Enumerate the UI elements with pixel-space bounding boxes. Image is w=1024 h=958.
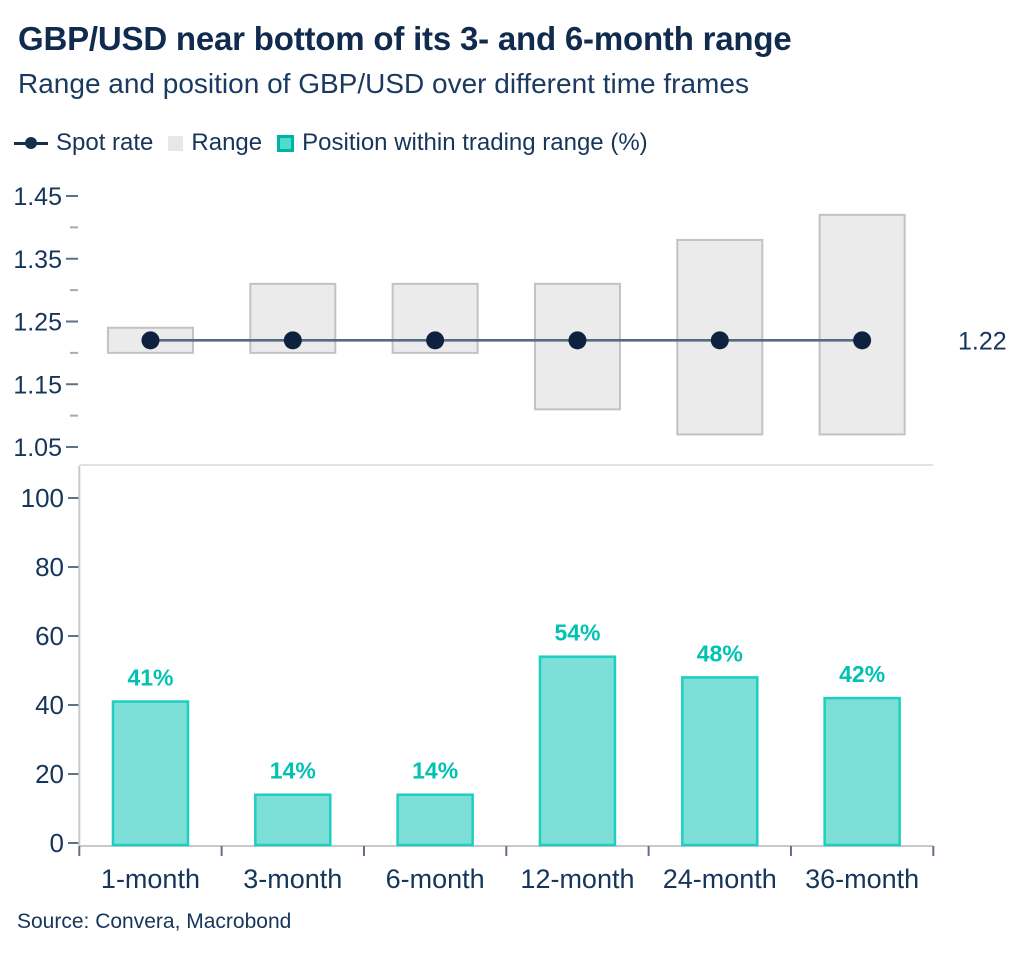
position-swatch-icon	[277, 134, 295, 152]
position-chart: 0 20 40 60 80 100 41% 1-month 14% 3-month 14% 6-mon…	[21, 464, 935, 894]
legend-label-range: Range	[191, 129, 263, 156]
x-category-label: 6-month	[386, 864, 485, 894]
bar-value-label: 41%	[127, 665, 173, 691]
spot-rate-dot	[141, 331, 160, 350]
position-bar	[111, 700, 190, 847]
y-tick-label: 1.45	[13, 183, 62, 211]
legend-item-position: Position within trading range (%)	[277, 129, 648, 157]
source-note: Source: Convera, Macrobond	[17, 910, 292, 933]
x-category-label: 24-month	[663, 864, 777, 894]
spot-rate-dot	[853, 331, 872, 350]
y-tick-label: 1.25	[13, 309, 62, 337]
bar-value-label: 48%	[697, 640, 743, 666]
position-bar	[254, 793, 332, 847]
y-tick-label: 100	[21, 483, 64, 513]
x-category-label: 12-month	[520, 864, 634, 894]
position-bar	[538, 655, 617, 847]
position-bar	[396, 793, 474, 847]
bar-value-label: 42%	[839, 661, 885, 687]
spot-rate-dot	[426, 331, 445, 350]
range-chart: 1.05 1.15 1.25 1.35 1.45 1.22	[13, 183, 1007, 462]
legend-item-range: Range	[168, 129, 262, 157]
legend-item-spot-rate: Spot rate	[14, 129, 153, 157]
bar-value-label: 54%	[554, 620, 600, 646]
y-tick-label: 40	[35, 690, 64, 720]
y-tick-label: 20	[35, 759, 64, 789]
spot-rate-value-label: 1.22	[958, 327, 1007, 355]
y-tick-label: 1.15	[13, 371, 62, 399]
range-swatch-icon	[168, 135, 184, 151]
y-tick-label: 80	[35, 552, 64, 582]
x-category-label: 3-month	[243, 864, 342, 894]
range-box	[676, 238, 764, 436]
y-tick-label: 60	[35, 621, 64, 651]
legend: Spot rate Range Position within trading …	[14, 129, 648, 157]
chart-subtitle: Range and position of GBP/USD over diffe…	[18, 68, 749, 99]
position-bar	[823, 696, 901, 847]
x-category-label: 36-month	[805, 864, 919, 894]
spot-rate-dot	[283, 331, 302, 350]
range-box	[818, 213, 906, 436]
y-tick-label: 0	[50, 828, 64, 858]
y-tick-label: 1.05	[13, 434, 62, 462]
bar-value-label: 14%	[412, 758, 458, 784]
position-bar	[681, 676, 759, 847]
bar-value-label: 14%	[270, 758, 316, 784]
spot-rate-dot	[568, 331, 587, 350]
legend-label-position: Position within trading range (%)	[302, 129, 648, 156]
x-category-label: 1-month	[101, 864, 200, 894]
chart-title: GBP/USD near bottom of its 3- and 6-mont…	[18, 20, 792, 57]
legend-label-spot-rate: Spot rate	[56, 129, 154, 156]
spot-rate-marker-icon	[14, 137, 48, 149]
y-tick-label: 1.35	[13, 246, 62, 274]
spot-rate-dot	[710, 331, 729, 350]
